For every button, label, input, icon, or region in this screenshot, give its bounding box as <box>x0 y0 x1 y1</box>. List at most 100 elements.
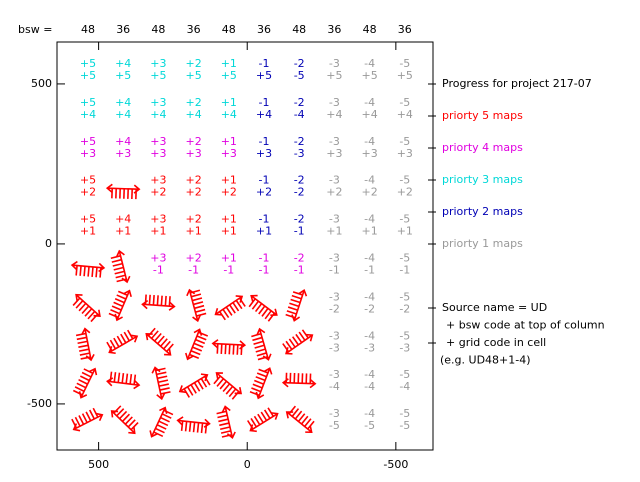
column-code: 48 <box>363 23 377 36</box>
cell-column-code: -3 <box>329 135 340 148</box>
arrow-glyph <box>176 416 211 434</box>
glyph-barb <box>228 388 237 398</box>
glyph-shaft <box>187 330 200 359</box>
glyph-barb <box>78 348 90 352</box>
cell-column-code: +3 <box>150 57 166 70</box>
glyph-barb <box>155 427 165 434</box>
cell-column-code: +4 <box>115 96 131 109</box>
cell-column-code: +4 <box>115 135 131 148</box>
glyph-barb <box>164 295 167 306</box>
cell-row-code: +5 <box>221 69 237 82</box>
cell-row-code: -4 <box>294 108 305 121</box>
cell-row-code: +1 <box>221 225 237 238</box>
glyph-barb <box>130 421 139 431</box>
glyph-shaft <box>180 374 207 392</box>
arrow-glyph <box>186 288 207 323</box>
glyph-barb <box>291 336 300 346</box>
cell-row-code: -4 <box>329 380 340 393</box>
column-code: 36 <box>116 23 130 36</box>
glyph-barb <box>195 308 206 313</box>
glyph-head <box>72 423 81 432</box>
glyph-barb <box>225 385 234 395</box>
glyph-barb <box>190 350 201 356</box>
glyph-barb <box>113 301 124 308</box>
glyph-barb <box>114 270 125 275</box>
cell-column-code: -4 <box>364 407 375 420</box>
glyph-shaft <box>84 329 92 360</box>
glyph-barb <box>292 291 303 296</box>
glyph-shaft <box>213 342 244 346</box>
glyph-shaft <box>250 413 278 431</box>
cell-column-code: -5 <box>399 57 410 70</box>
glyph-barb <box>111 258 122 263</box>
glyph-barb <box>290 298 301 304</box>
glyph-barb <box>297 413 306 422</box>
glyph-barb <box>161 413 172 419</box>
glyph-barb <box>222 308 230 319</box>
glyph-barb <box>184 421 188 432</box>
arrow-glyph <box>185 328 209 361</box>
glyph-shaft <box>111 411 135 434</box>
cell-row-code: +3 <box>256 147 272 160</box>
cell-row-code: -4 <box>364 380 375 393</box>
cell-row-code: -5 <box>294 69 305 82</box>
glyph-shaft <box>109 336 137 353</box>
glyph-head <box>309 378 317 389</box>
glyph-barb <box>75 300 84 309</box>
glyph-shaft <box>146 333 171 355</box>
cell-row-code: +2 <box>256 186 272 199</box>
glyph-head <box>130 334 139 343</box>
glyph-head <box>114 313 123 322</box>
cell-column-code: -3 <box>329 57 340 70</box>
glyph-barb <box>258 368 269 374</box>
glyph-barb <box>186 386 194 396</box>
cell-column-code: -4 <box>364 57 375 70</box>
glyph-head <box>214 307 222 316</box>
cell-row-code: +2 <box>326 186 342 199</box>
cell-row-code: -1 <box>364 264 375 277</box>
glyph-barb <box>254 379 264 385</box>
glyph-barb <box>154 332 162 342</box>
glyph-barb <box>152 295 155 306</box>
arrow-glyph <box>282 329 314 355</box>
glyph-barb <box>188 421 192 432</box>
glyph-barb <box>153 431 164 438</box>
legend-entry: priorty 3 maps <box>442 173 523 186</box>
cell-column-code: -4 <box>364 290 375 303</box>
glyph-barb <box>157 335 165 345</box>
glyph-barb <box>213 375 221 385</box>
glyph-head <box>121 275 131 284</box>
cell-row-code: +4 <box>221 108 237 121</box>
glyph-head <box>78 391 88 399</box>
column-code: 36 <box>398 23 412 36</box>
arrow-glyph <box>75 327 95 362</box>
glyph-barb <box>127 329 134 340</box>
glyph-head <box>203 418 211 428</box>
glyph-barb <box>200 422 204 434</box>
glyph-barb <box>79 375 90 382</box>
cell-column-code: +1 <box>221 174 237 187</box>
glyph-barb <box>286 310 297 315</box>
cell-column-code: -4 <box>364 174 375 187</box>
arrow-glyph <box>178 373 211 398</box>
glyph-barb <box>255 348 266 353</box>
cell-column-code: +1 <box>221 135 237 148</box>
glyph-head <box>215 372 223 380</box>
glyph-barb <box>123 331 130 342</box>
glyph-barb <box>156 295 159 306</box>
glyph-barb <box>232 302 240 312</box>
column-code: 48 <box>81 23 95 36</box>
glyph-barb <box>77 340 88 345</box>
glyph-head <box>168 301 176 311</box>
glyph-barb <box>236 344 239 355</box>
glyph-barb <box>160 416 170 423</box>
column-code: 48 <box>292 23 306 36</box>
glyph-barb <box>88 409 95 420</box>
glyph-shaft <box>108 187 139 191</box>
arrow-glyph <box>108 289 132 322</box>
glyph-barb <box>117 290 128 297</box>
arrow-glyph <box>105 183 141 200</box>
cell-column-code: -5 <box>399 174 410 187</box>
cell-row-code: -1 <box>153 264 164 277</box>
glyph-head <box>193 328 203 336</box>
